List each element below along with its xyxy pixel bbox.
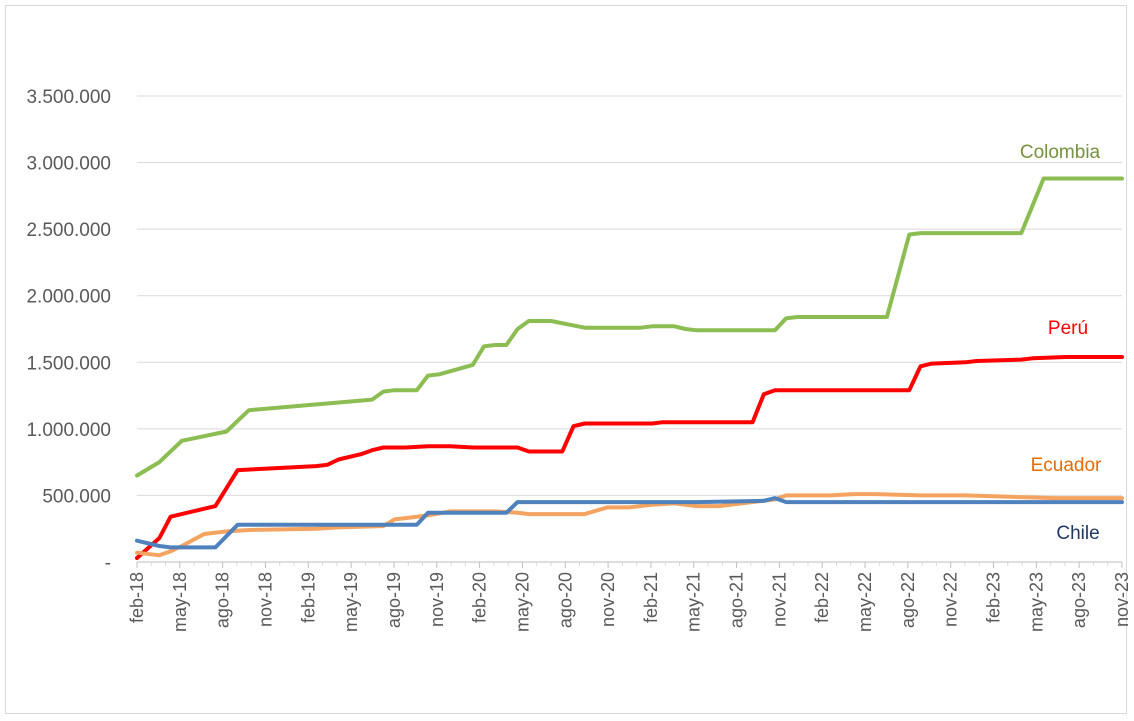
x-tick-label: may-21 <box>684 572 704 632</box>
x-tick-label: ago-23 <box>1069 572 1089 628</box>
x-tick-label: ago-18 <box>213 572 233 628</box>
series-label-chile: Chile <box>1056 523 1099 544</box>
series-line-colombia <box>135 176 1124 478</box>
x-tick-label: may-19 <box>341 572 361 632</box>
y-tick-label: - <box>105 553 111 574</box>
x-tick-label: nov-23 <box>1112 572 1132 627</box>
y-axis-tick-labels: - 500.000 1.000.000 1.500.000 2.000.000 2.500… <box>26 87 111 574</box>
x-tick-label: feb-18 <box>127 572 147 623</box>
x-tick-label: nov-18 <box>255 572 275 627</box>
y-tick-label: 500.000 <box>42 486 111 507</box>
series-label-ecuador: Ecuador <box>1031 455 1102 476</box>
x-tick-label: feb-21 <box>641 572 661 623</box>
series-labels: Colombia Perú Ecuador Chile <box>1020 142 1102 544</box>
y-tick-label: 2.000.000 <box>26 287 111 308</box>
y-tick-label: 1.500.000 <box>26 353 111 374</box>
x-tick-label: nov-21 <box>769 572 789 627</box>
x-tick-label: may-20 <box>512 572 532 632</box>
x-tick-label: ago-19 <box>384 572 404 628</box>
x-axis: feb-18 may-18 ago-18 nov-18 feb-19 may-19 ago-… <box>127 561 1132 632</box>
x-tick-label: ago-20 <box>555 572 575 628</box>
series-label-per: Perú <box>1048 318 1088 339</box>
x-tick-label: feb-23 <box>984 572 1004 623</box>
y-tick-label: 3.000.000 <box>26 154 111 175</box>
series-line-ecuador <box>135 492 1124 558</box>
y-tick-label: 3.500.000 <box>26 87 111 108</box>
x-tick-label: may-18 <box>170 572 190 632</box>
x-tick-label: may-23 <box>1026 572 1046 632</box>
x-tick-label: ago-21 <box>727 572 747 628</box>
y-tick-label: 2.500.000 <box>26 220 111 241</box>
x-tick-label: feb-19 <box>298 572 318 623</box>
series-lines <box>135 176 1124 560</box>
x-tick-label: nov-20 <box>598 572 618 627</box>
x-tick-label: nov-19 <box>427 572 447 627</box>
gridlines <box>137 95 1122 496</box>
x-tick-label: feb-20 <box>470 572 490 623</box>
series-label-colombia: Colombia <box>1020 142 1101 163</box>
chart-frame <box>5 5 1127 714</box>
x-tick-label: nov-22 <box>941 572 961 627</box>
x-tick-label: may-22 <box>855 572 875 632</box>
series-line-chile <box>135 496 1124 550</box>
x-tick-label: feb-22 <box>812 572 832 623</box>
y-tick-label: 1.000.000 <box>26 420 111 441</box>
x-tick-label: ago-22 <box>898 572 918 628</box>
series-line-per <box>135 355 1124 560</box>
